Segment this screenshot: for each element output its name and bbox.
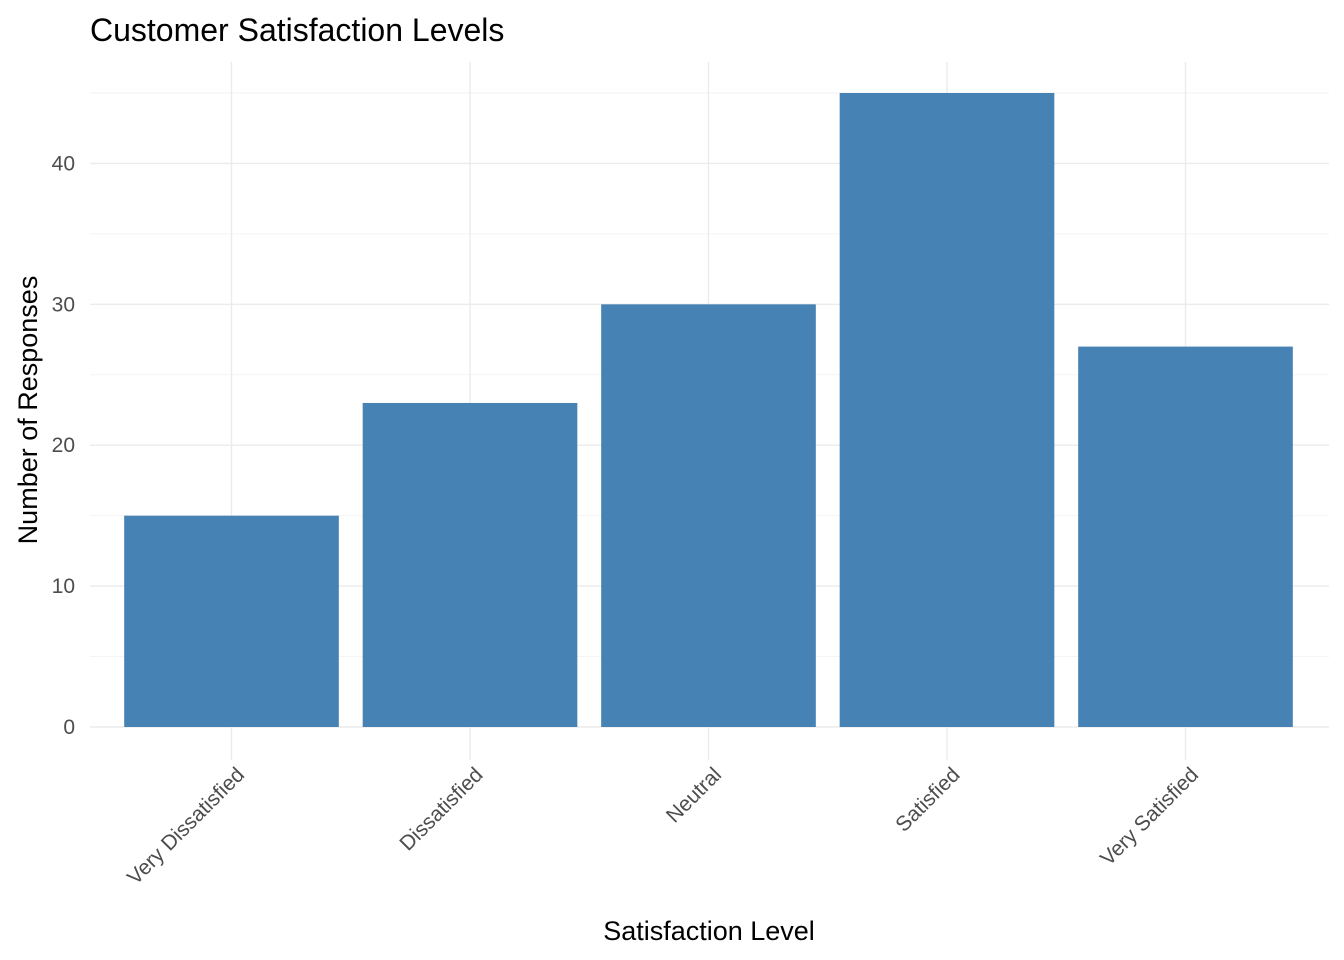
bar-very-dissatisfied	[124, 515, 339, 727]
bar-very-satisfied	[1078, 346, 1293, 727]
chart-title: Customer Satisfaction Levels	[90, 12, 504, 48]
bars	[124, 93, 1293, 727]
y-tick-label: 10	[52, 575, 75, 598]
x-tick-label: Satisfied	[891, 763, 964, 836]
bar-neutral	[601, 304, 816, 727]
x-tick-label: Neutral	[662, 763, 726, 827]
x-tick-label: Very Satisfied	[1096, 763, 1203, 870]
x-tick-label: Dissatisfied	[395, 763, 487, 855]
y-tick-label: 0	[63, 716, 75, 739]
y-tick-label: 20	[52, 434, 75, 457]
x-axis-title: Satisfaction Level	[603, 916, 815, 946]
x-tick-label: Very Dissatisfied	[123, 763, 249, 889]
y-tick-label: 40	[52, 152, 75, 175]
y-axis-ticks: 0 10 20 30 40	[52, 152, 75, 739]
y-tick-label: 30	[52, 293, 75, 316]
y-axis-title: Number of Responses	[13, 276, 43, 545]
x-axis-ticks: Very Dissatisfied Dissatisfied Neutral Sati…	[123, 763, 1203, 889]
bar-satisfied	[839, 93, 1055, 727]
bar-dissatisfied	[362, 402, 578, 727]
